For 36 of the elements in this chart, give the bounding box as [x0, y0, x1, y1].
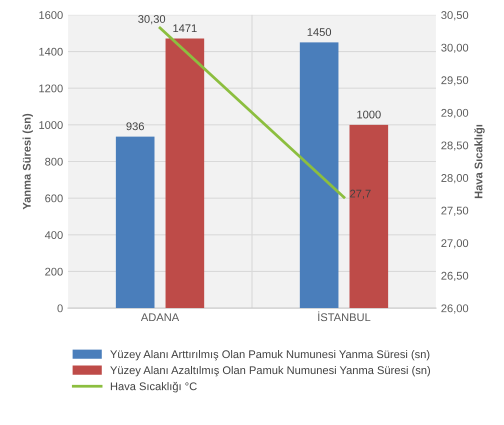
legend-label: Hava Sıcaklığı °C: [110, 382, 197, 392]
y2-axis-title: Hava Sıcaklığı: [474, 124, 485, 198]
y-tick-label: 600: [45, 194, 63, 202]
x-tick-label: İSTANBUL: [318, 311, 370, 322]
y-tick-label: 400: [44, 231, 63, 239]
data-label: 936: [126, 122, 144, 130]
y2-tick-label: 28,50: [441, 141, 468, 151]
y2-tick-label: 26,50: [441, 272, 468, 281]
y-axis-title: Yanma Süresi (sn): [22, 114, 33, 210]
y-tick-label: 1400: [39, 48, 63, 56]
y-tick-label: 0: [57, 304, 63, 312]
y2-tick-label: 30,00: [441, 44, 468, 53]
legend-label: Yüzey Alanı Azaltılmış Olan Pamuk Numunesi Yanma Süresi (sn): [110, 366, 430, 376]
x-tick-label: ADANA: [140, 313, 180, 322]
y2-tick-label: 30,50: [441, 11, 468, 20]
y2-tick-label: 27,50: [441, 206, 468, 216]
bar: [350, 124, 388, 308]
data-label: 1471: [173, 24, 197, 32]
y2-tick-label: 29,50: [441, 76, 468, 86]
bar: [300, 42, 338, 308]
data-label: 30,30: [138, 15, 166, 24]
y2-tick-label: 28,00: [441, 174, 468, 184]
y2-tick-label: 26,00: [441, 304, 468, 314]
data-label: 27,7: [350, 190, 371, 199]
y-tick-label: 1000: [39, 121, 63, 129]
bar: [166, 38, 204, 308]
y2-tick-label: 27,00: [441, 239, 468, 248]
data-label: 1450: [308, 28, 332, 36]
data-label: 1000: [357, 110, 381, 118]
y-tick-label: 800: [45, 158, 63, 166]
y-tick-label: 200: [45, 268, 63, 276]
y2-tick-label: 29,00: [441, 108, 468, 118]
y-tick-label: 1200: [39, 84, 63, 92]
bar: [116, 136, 154, 308]
y-tick-label: 1600: [39, 11, 63, 20]
legend-label: Yüzey Alanı Arttırılmış Olan Pamuk Numunesi Yanma Süresi (sn): [110, 350, 430, 360]
